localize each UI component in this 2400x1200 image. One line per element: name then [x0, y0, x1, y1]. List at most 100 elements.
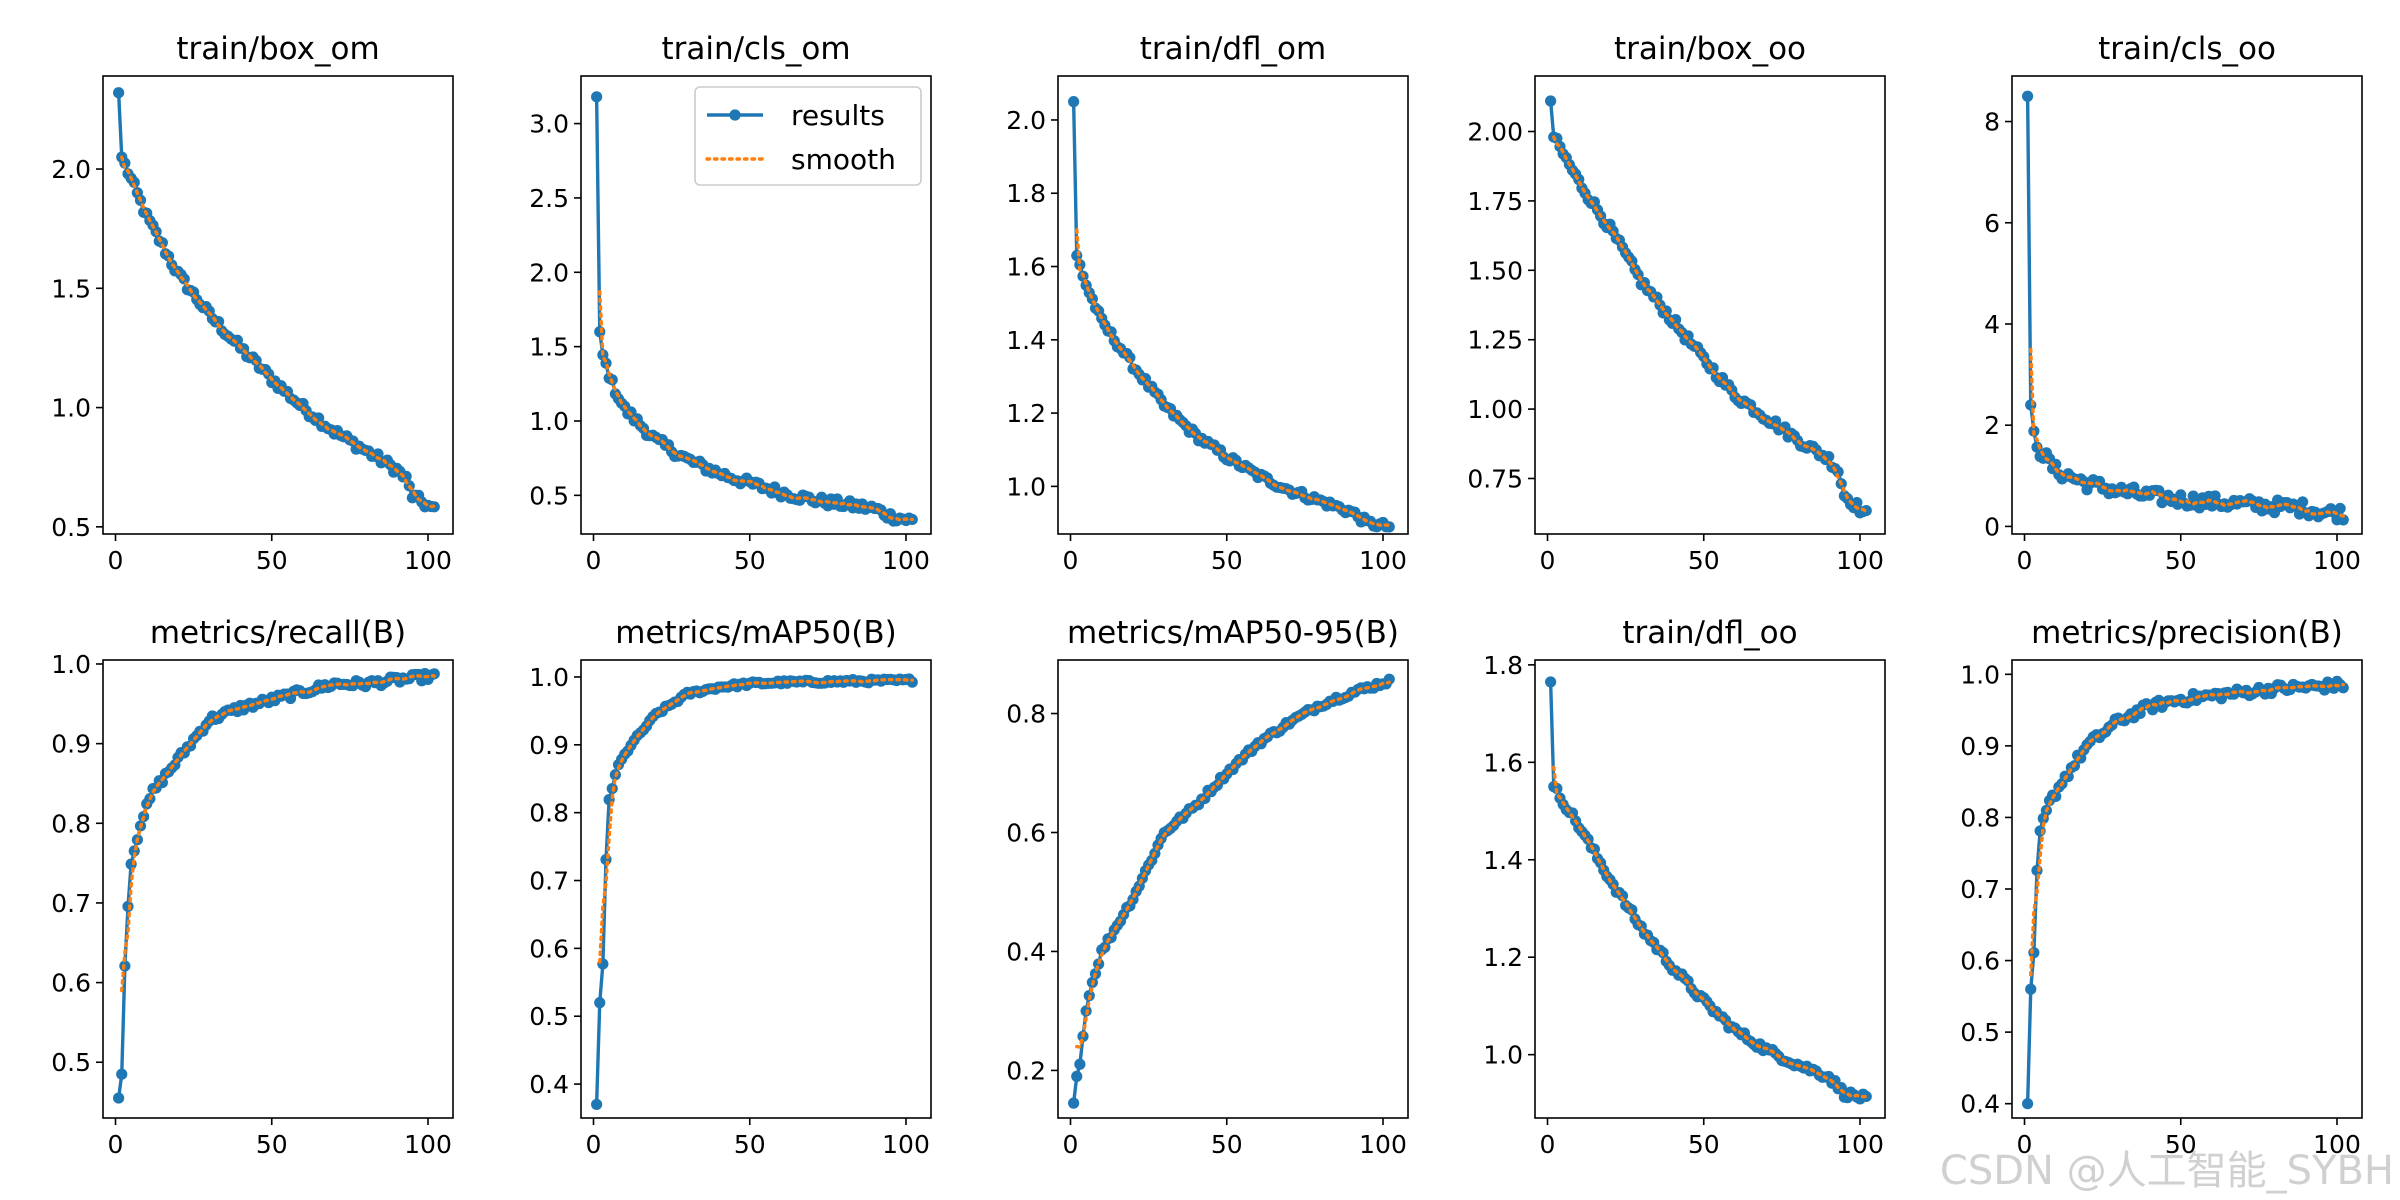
y-tick-label: 1.0: [529, 407, 569, 436]
y-tick-label: 1.0: [529, 663, 569, 692]
results-point: [2031, 864, 2043, 877]
panel-8: metrics/mAP50-95(B) 0 50 100 0.2 0.4 0.6 0.8: [1006, 615, 1409, 1159]
x-tick-label: 0: [2017, 546, 2033, 575]
y-tick-label: 0.9: [529, 731, 569, 760]
y-tick-label: 0.5: [529, 481, 569, 510]
panel-1: train/box_om 0 50 100 0.5 1.0 1.5 2.0: [51, 31, 454, 575]
smooth-line: [120, 155, 436, 509]
y-tick-label: 1.25: [1467, 326, 1523, 355]
results-point: [1851, 496, 1863, 509]
x-tick-label: 50: [734, 546, 766, 575]
y-tick-label: 0.6: [1960, 947, 2000, 976]
y-tick-label: 1.6: [1483, 748, 1523, 777]
y-tick-label: 1.4: [1006, 326, 1046, 355]
plot-area: [2022, 675, 2349, 1110]
y-tick-label: 1.0: [51, 650, 91, 679]
plot-area: [1545, 95, 1872, 519]
panel-title: metrics/mAP50(B): [615, 615, 896, 651]
results-point: [1657, 947, 1669, 959]
panel-title: metrics/mAP50-95(B): [1067, 615, 1399, 651]
results-point: [2022, 90, 2034, 102]
results-line: [116, 92, 435, 510]
y-tick-label: 1.5: [529, 333, 569, 362]
axes-frame: [1534, 75, 1886, 535]
y-tick-label: 2.0: [1006, 106, 1046, 135]
axes-frame: [2011, 659, 2363, 1119]
y-tick-label: 1.00: [1467, 395, 1523, 424]
y-tick-label: 1.0: [1960, 660, 2000, 689]
results-point: [2028, 947, 2040, 959]
x-tick-label: 100: [1836, 546, 1884, 575]
results-point: [2022, 1098, 2034, 1110]
y-tick-label: 1.0: [1483, 1041, 1523, 1070]
x-tick-label: 100: [1359, 1130, 1407, 1159]
y-tick-label: 1.0: [51, 394, 91, 423]
x-tick-label: 100: [404, 546, 452, 575]
x-tick-label: 0: [586, 546, 602, 575]
y-tick-label: 0.4: [1006, 937, 1046, 966]
x-tick-label: 0: [1540, 546, 1556, 575]
x-tick-label: 50: [256, 1130, 288, 1159]
axes-frame: [1057, 659, 1409, 1119]
y-tick-label: 1.6: [1006, 253, 1046, 282]
x-tick-label: 100: [2313, 1130, 2361, 1159]
smooth-line: [1552, 765, 1868, 1099]
axes-frame: [1534, 659, 1886, 1119]
smooth-line: [1075, 228, 1391, 528]
y-tick-label: 8: [1984, 108, 2000, 137]
results-line: [116, 669, 435, 1099]
results-point: [156, 777, 168, 789]
results-line: [2025, 678, 2345, 1104]
panel-title: train/box_oo: [1614, 31, 1806, 67]
results-point: [591, 1098, 603, 1111]
y-tick-label: 2.0: [51, 155, 91, 184]
axes-frame: [580, 75, 932, 535]
y-tick-label: 0.5: [529, 1002, 569, 1031]
results-point: [2025, 983, 2037, 995]
smooth-line: [1075, 680, 1391, 1049]
results-line: [594, 677, 914, 1105]
plot-area: [591, 91, 918, 527]
results-point: [2187, 490, 2199, 502]
smooth-line: [598, 289, 914, 522]
watermark-text: CSDN @人工智能_SYBH: [1939, 1148, 2394, 1194]
plot-area: [113, 667, 440, 1104]
results-line: [1071, 678, 1391, 1104]
smooth-line: [2029, 682, 2345, 977]
results-point: [1383, 521, 1395, 533]
results-point: [2050, 790, 2062, 803]
legend-label-results: results: [791, 99, 885, 132]
x-tick-label: 0: [1063, 1130, 1079, 1159]
panel-title: metrics/precision(B): [2031, 615, 2343, 651]
results-point: [116, 1068, 128, 1080]
y-tick-label: 0.4: [1960, 1090, 2000, 1119]
results-point: [2025, 399, 2037, 411]
plot-area: [113, 87, 440, 513]
x-tick-label: 50: [256, 546, 288, 575]
axes-frame: [2011, 75, 2363, 535]
y-tick-label: 0.9: [1960, 732, 2000, 761]
y-tick-label: 1.2: [1006, 399, 1046, 428]
y-tick-label: 0.8: [529, 799, 569, 828]
y-tick-label: 0.8: [1006, 700, 1046, 729]
y-tick-label: 0.5: [51, 1048, 91, 1077]
x-tick-label: 0: [108, 546, 124, 575]
results-line: [1548, 681, 1868, 1102]
y-tick-label: 1.50: [1467, 256, 1523, 285]
results-point: [2050, 458, 2062, 471]
y-tick-label: 1.8: [1006, 179, 1046, 208]
y-tick-label: 0.7: [1960, 875, 2000, 904]
results-point: [2297, 496, 2309, 508]
plot-area: [1545, 676, 1872, 1105]
y-tick-label: 0.5: [1960, 1018, 2000, 1047]
results-point: [1139, 373, 1152, 385]
x-tick-label: 50: [1211, 546, 1243, 575]
y-tick-label: 2.0: [529, 258, 569, 287]
results-point: [1074, 259, 1086, 271]
axes-frame: [1057, 75, 1409, 535]
y-tick-label: 2: [1984, 411, 2000, 440]
panel-4: train/box_oo 0 50 100 0.75 1.00 1.25 1.50 1.75 2.…: [1467, 31, 1886, 575]
y-tick-label: 1.0: [1006, 472, 1046, 501]
x-tick-label: 0: [108, 1130, 124, 1159]
